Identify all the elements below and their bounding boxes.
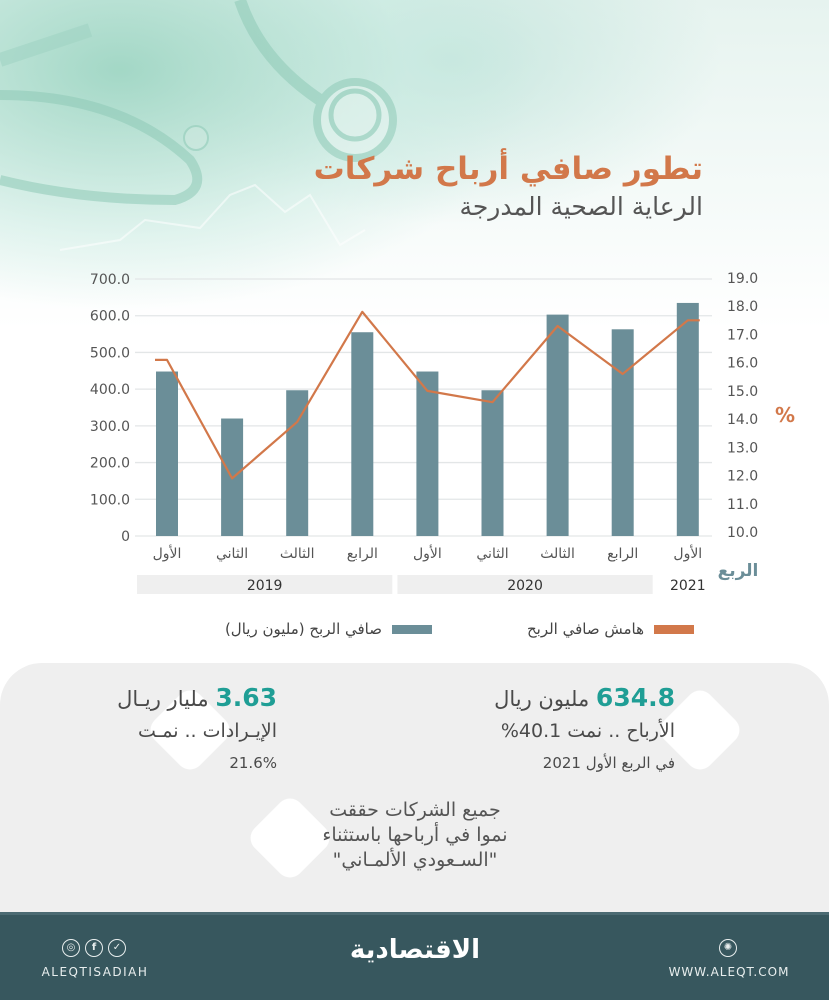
left-axis-tick: 700.0 <box>90 272 130 288</box>
instagram-icon[interactable]: ◎ <box>62 939 80 957</box>
left-axis-tick: 500.0 <box>90 345 130 361</box>
globe-icon: ✺ <box>719 939 737 957</box>
legend-swatch-bar <box>392 624 432 634</box>
year-band <box>397 575 653 594</box>
legend-item-profit: صافي الربح (مليون ريال) <box>225 620 432 638</box>
left-axis-tick: 200.0 <box>90 456 130 472</box>
note-line: جميع الشركات حققت <box>329 799 501 821</box>
legend-label-profit: صافي الربح (مليون ريال) <box>224 620 382 638</box>
margin-line <box>155 310 700 480</box>
right-axis-tick: 15.0 <box>727 384 758 400</box>
footer: ◎ f ✓ ALEQTISADIAH الاقتصادية ✺ WWW.ALEQ… <box>0 912 829 1000</box>
bar <box>156 371 178 536</box>
bar <box>676 302 699 536</box>
bar <box>416 371 439 536</box>
right-axis-tick: 12.0 <box>727 469 758 485</box>
left-axis-tick: 300.0 <box>90 419 130 435</box>
x-axis-tick: الأول <box>153 544 182 562</box>
profit-number: 634.8 <box>595 683 675 712</box>
revenue-unit: مليار ريـال <box>117 687 209 711</box>
left-axis-tick: 100.0 <box>90 492 130 508</box>
twitter-icon[interactable]: ✓ <box>108 939 126 957</box>
stat-revenue: 3.63 مليار ريـال الإيـرادات .. نمـت 21.6… <box>117 683 277 778</box>
brand-logo: الاقتصادية <box>349 935 481 965</box>
website-link[interactable]: WWW.ALEQT.COM <box>668 965 790 979</box>
x-axis-tick: الثاني <box>216 546 248 562</box>
left-axis-tick: 600.0 <box>90 309 130 325</box>
right-axis-tick: 19.0 <box>727 271 758 287</box>
stats-panel: 634.8 مليون ريال الأرباح .. نمت 40.1% في… <box>0 663 829 912</box>
x-axis-tick: الثالث <box>540 546 575 562</box>
bar <box>481 390 504 536</box>
right-axis-tick: 11.0 <box>727 497 758 513</box>
note-text: جميع الشركات حققت نموا في أرباحها باستثن… <box>270 798 560 873</box>
chart-legend: هامش صافي الربح صافي الربح (مليون ريال) <box>0 620 829 644</box>
note-line: نموا في أرباحها باستثناء <box>322 824 508 846</box>
x-axis-tick: الرابع <box>347 546 378 562</box>
bar <box>546 314 569 536</box>
x-axis-label: الربع <box>718 561 759 581</box>
chart-title: تطور صافي أرباح شركات <box>313 151 703 187</box>
combo-chart: 0 100.0 200.0 300.0 400.0 500.0 600.0 700.0 10.0… <box>90 271 795 594</box>
right-axis-tick: 17.0 <box>727 327 758 343</box>
stat-profit: 634.8 مليون ريال الأرباح .. نمت 40.1% في… <box>494 683 675 778</box>
left-axis-tick: 400.0 <box>90 382 130 398</box>
legend-label-margin: هامش صافي الربح <box>526 620 644 638</box>
bar <box>351 332 374 536</box>
year-band <box>137 575 393 594</box>
right-axis-tick: 16.0 <box>727 356 758 372</box>
legend-swatch-line <box>654 624 694 634</box>
right-axis-label: % <box>775 403 795 427</box>
left-axis-tick: 0 <box>121 529 130 545</box>
x-axis-tick: الثاني <box>476 546 508 562</box>
title-block: تطور صافي أرباح شركات الرعاية الصحية الم… <box>314 150 703 224</box>
profit-period: في الربع الأول 2021 <box>542 754 675 772</box>
profit-unit: مليون ريال <box>494 687 590 711</box>
revenue-number: 3.63 <box>215 683 277 712</box>
stethoscope-illustration <box>0 0 397 251</box>
bar <box>286 390 309 536</box>
right-axis-tick: 13.0 <box>727 440 758 456</box>
year-label: 2020 <box>507 578 543 594</box>
x-axis-tick: الأول <box>673 544 702 562</box>
right-axis-tick: 18.0 <box>727 299 758 315</box>
year-label: 2021 <box>670 578 706 594</box>
right-axis-tick: 14.0 <box>727 412 758 428</box>
x-axis-tick: الرابع <box>607 546 638 562</box>
facebook-icon[interactable]: f <box>85 939 103 957</box>
legend-item-margin: هامش صافي الربح <box>527 620 694 638</box>
year-label: 2019 <box>247 578 283 594</box>
bar <box>611 329 634 536</box>
right-axis-tick: 10.0 <box>727 525 758 541</box>
revenue-growth-value: 21.6% <box>229 754 277 772</box>
note-line: "السـعودي الألمـاني" <box>332 849 498 871</box>
hero-background <box>0 0 829 330</box>
x-axis-tick: الأول <box>413 544 442 562</box>
x-axis-tick: الثالث <box>280 546 315 562</box>
chart-subtitle: الرعاية الصحية المدرجة <box>459 192 703 221</box>
profit-growth: الأرباح .. نمت 40.1% <box>500 720 675 742</box>
social-handle[interactable]: ALEQTISADIAH <box>41 965 149 979</box>
social-icons: ◎ f ✓ <box>62 939 126 957</box>
revenue-growth-label: الإيـرادات .. نمـت <box>137 720 277 742</box>
